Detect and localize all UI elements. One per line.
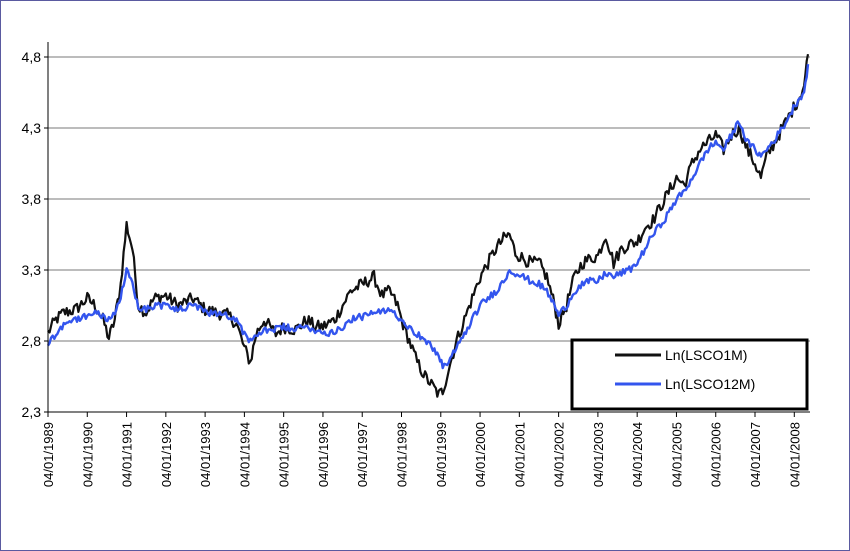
- x-tick-label: 04/01/2006: [709, 422, 724, 487]
- y-tick-label: 2,3: [22, 404, 42, 420]
- series-line-lsco1m: [47, 53, 810, 398]
- x-tick-label: 04/01/1992: [159, 422, 174, 487]
- x-tick-label: 04/01/1995: [277, 422, 292, 487]
- x-tick-label: 04/01/1998: [395, 422, 410, 487]
- y-tick-label: 3,3: [22, 262, 42, 278]
- x-tick-label: 04/01/1997: [355, 422, 370, 487]
- x-tick-label: 04/01/2004: [630, 422, 645, 487]
- x-tick-label: 04/01/1996: [316, 422, 331, 487]
- y-axis-ticks: 2,3 2,8 3,3 3,8 4,3 4,8: [22, 49, 48, 420]
- x-axis-ticks: 04/01/1989 04/01/1990 04/01/1991 04/01/1992…: [41, 412, 802, 487]
- x-tick-label: 04/01/1991: [120, 422, 135, 487]
- x-tick-label: 04/01/2001: [512, 422, 527, 487]
- x-tick-label: 04/01/2002: [552, 422, 567, 487]
- y-tick-label: 2,8: [22, 333, 42, 349]
- legend-label-lsco1m: Ln(LSCO1M): [665, 347, 747, 363]
- x-tick-label: 04/01/1990: [80, 422, 95, 487]
- x-tick-label: 04/01/1993: [198, 422, 213, 487]
- x-tick-label: 04/01/1989: [41, 422, 56, 487]
- x-tick-label: 04/01/1994: [237, 422, 252, 487]
- series-lines: [46, 53, 810, 398]
- x-tick-label: 04/01/1999: [434, 422, 449, 487]
- x-tick-label: 04/01/2008: [787, 422, 802, 487]
- x-tick-label: 04/01/2005: [669, 422, 684, 487]
- x-tick-label: 04/01/2003: [591, 422, 606, 487]
- y-tick-label: 3,8: [22, 191, 42, 207]
- series-line-lsco12m: [46, 63, 810, 370]
- y-tick-label: 4,8: [22, 49, 42, 65]
- legend-box: [570, 338, 809, 411]
- y-tick-label: 4,3: [22, 120, 42, 136]
- x-tick-label: 04/01/2007: [748, 422, 763, 487]
- x-tick-label: 04/01/2000: [473, 422, 488, 487]
- legend: Ln(LSCO1M) Ln(LSCO12M): [570, 338, 809, 411]
- legend-label-lsco12m: Ln(LSCO12M): [665, 376, 755, 392]
